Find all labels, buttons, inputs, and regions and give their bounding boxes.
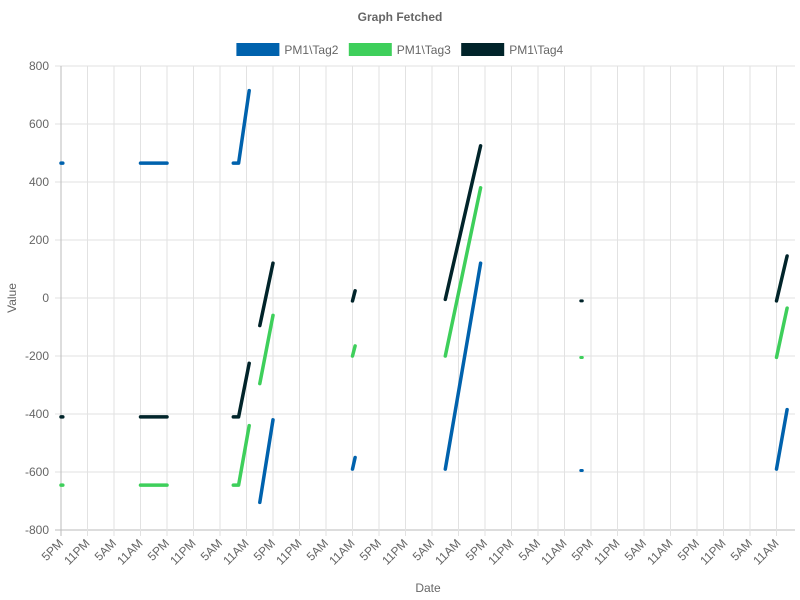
grid-lines <box>55 65 795 536</box>
legend-label: PM1\Tag2 <box>284 43 338 57</box>
series-line-segment <box>231 88 251 165</box>
x-tick-label: 11AM <box>114 536 145 567</box>
y-tick-label: 400 <box>29 175 49 189</box>
x-tick-label: 11AM <box>326 536 357 567</box>
series-line-segment <box>350 455 357 471</box>
series-line-segment <box>258 418 275 505</box>
series-line-segment <box>774 306 789 360</box>
x-tick-label: 11PM <box>697 536 728 567</box>
series-line-segment <box>258 313 275 386</box>
series-line-segment <box>443 186 483 358</box>
x-tick-label: 11AM <box>538 536 569 567</box>
x-tick-label: 11AM <box>750 536 781 567</box>
series-line-segment <box>350 344 357 358</box>
y-tick-label: -600 <box>25 465 49 479</box>
x-tick-label: 11AM <box>220 536 251 567</box>
series-line-segment <box>443 144 483 302</box>
series-layer <box>59 88 789 505</box>
legend: PM1\Tag2 PM1\Tag3 PM1\Tag4 <box>236 43 564 57</box>
y-tick-label: -800 <box>25 523 49 537</box>
x-tick-label: 11PM <box>591 536 622 567</box>
y-tick-label: -400 <box>25 407 49 421</box>
x-tick-label: 11AM <box>432 536 463 567</box>
series-line-segment <box>231 361 251 419</box>
x-tick-label: 11PM <box>167 536 198 567</box>
legend-item-1[interactable]: PM1\Tag2 <box>236 43 339 57</box>
x-tick-label: 11PM <box>379 536 410 567</box>
legend-label: PM1\Tag4 <box>509 43 563 57</box>
legend-swatch <box>236 43 280 56</box>
x-tick-label: 11AM <box>644 536 675 567</box>
y-axis-title: Value <box>5 283 19 313</box>
series-line-segment <box>231 423 251 487</box>
series-2 <box>59 186 789 487</box>
legend-swatch <box>461 43 505 56</box>
y-tick-label: 600 <box>29 117 49 131</box>
y-tick-label: 0 <box>42 291 49 305</box>
x-tick-label: 11PM <box>61 536 92 567</box>
series-line-segment <box>258 261 275 328</box>
series-line-segment <box>774 254 789 303</box>
legend-item-3[interactable]: PM1\Tag4 <box>461 43 564 57</box>
y-tick-label: 200 <box>29 233 49 247</box>
y-tick-label: 800 <box>29 59 49 73</box>
series-3 <box>59 144 789 419</box>
series-line-segment <box>443 261 483 471</box>
y-tick-label: -200 <box>25 349 49 363</box>
x-tick-label: 11PM <box>273 536 304 567</box>
x-axis-title: Date <box>415 581 441 595</box>
series-line-segment <box>774 407 789 471</box>
legend-label: PM1\Tag3 <box>397 43 451 57</box>
x-tick-label: 11PM <box>485 536 516 567</box>
y-axis-ticks: -800 -600 -400 -200 0 200 400 600 800 <box>25 59 49 537</box>
chart-title: Graph Fetched <box>358 10 443 24</box>
series-line-segment <box>350 289 357 303</box>
series-1 <box>59 88 789 505</box>
legend-swatch <box>348 43 392 56</box>
legend-item-2[interactable]: PM1\Tag3 <box>348 43 451 57</box>
